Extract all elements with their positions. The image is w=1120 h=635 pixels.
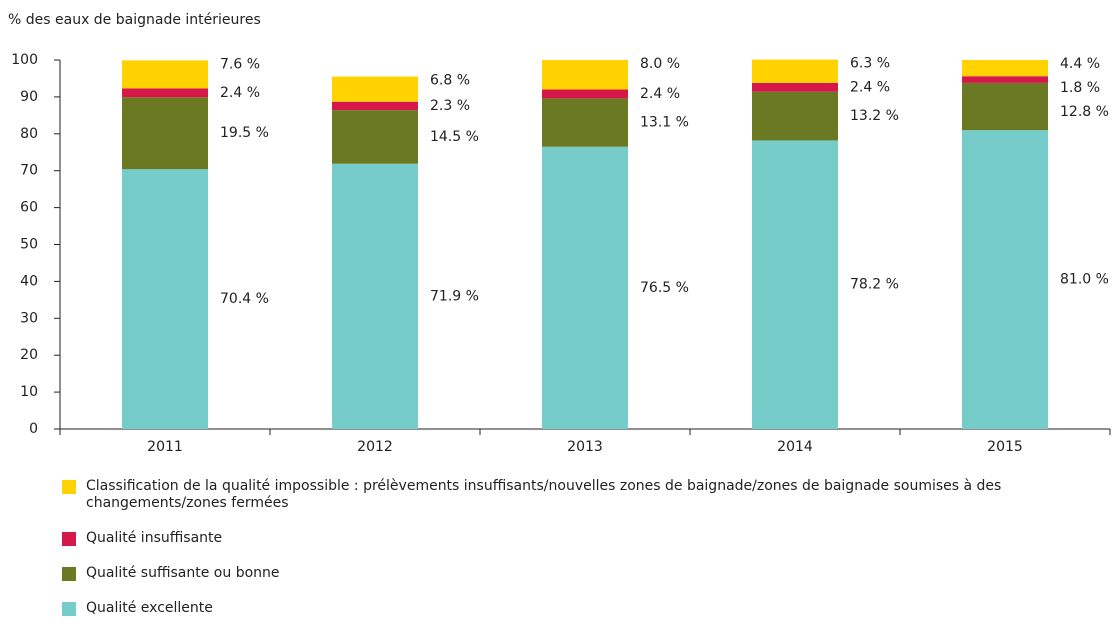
value-label: 2.4 % — [220, 85, 260, 101]
bar-segment — [962, 130, 1048, 430]
bar-segment — [542, 146, 628, 429]
bar-segment — [332, 76, 418, 102]
y-tick-label: 90 — [20, 89, 38, 105]
y-tick-label: 80 — [20, 126, 38, 142]
y-tick-label: 60 — [20, 200, 38, 216]
bar-segment — [752, 82, 838, 92]
y-tick-label: 70 — [20, 163, 38, 179]
value-label: 2.4 % — [640, 86, 680, 102]
legend-swatch — [62, 602, 76, 616]
chart: % des eaux de baignade intérieures 0 10 20… — [8, 12, 1111, 455]
value-label: 4.4 % — [1060, 56, 1100, 72]
legend-swatch — [62, 480, 76, 494]
value-label: 71.9 % — [430, 288, 479, 304]
value-label: 6.8 % — [430, 73, 470, 89]
bar-segment — [542, 98, 628, 147]
y-tick-label: 100 — [11, 52, 38, 68]
value-label: 19.5 % — [220, 125, 269, 141]
legend-swatch — [62, 567, 76, 581]
x-tick-label: 2013 — [567, 439, 603, 455]
legend-label: Classification de la qualité impossible … — [86, 478, 1002, 511]
bar-segment — [962, 82, 1048, 131]
value-label: 13.1 % — [640, 115, 689, 131]
legend-label: Qualité excellente — [86, 600, 213, 616]
bar-segment — [962, 76, 1048, 83]
bar-segment — [122, 169, 208, 429]
bar-segment — [752, 59, 838, 83]
legend-item: Qualité insuffisante — [62, 530, 1102, 547]
bar-segment — [752, 91, 838, 141]
value-label: 13.2 % — [850, 108, 899, 124]
x-tick-label: 2015 — [987, 439, 1023, 455]
value-label: 8.0 % — [640, 56, 680, 72]
legend-item: Classification de la qualité impossible … — [62, 478, 1102, 512]
value-label: 70.4 % — [220, 291, 269, 307]
x-tick-label: 2011 — [147, 439, 183, 455]
bar-segment — [962, 60, 1048, 77]
legend-item: Qualité suffisante ou bonne — [62, 565, 1102, 582]
bar-segment — [542, 60, 628, 90]
value-label: 7.6 % — [220, 56, 260, 72]
y-tick-label: 40 — [20, 273, 38, 289]
value-label: 2.3 % — [430, 98, 470, 114]
x-tick-label: 2014 — [777, 439, 813, 455]
y-tick-label: 30 — [20, 310, 38, 326]
value-label: 6.3 % — [850, 56, 890, 72]
bar-segment — [332, 101, 418, 111]
bar-segment — [332, 110, 418, 164]
page: {"chart_data": {"type": "stacked_bar", "… — [8, 12, 1111, 616]
legend: Classification de la qualité impossible … — [62, 478, 1102, 635]
value-label: 14.5 % — [430, 129, 479, 145]
y-tick-label: 0 — [29, 421, 38, 437]
value-label: 81.0 % — [1060, 272, 1109, 288]
x-tick-label: 2012 — [357, 439, 393, 455]
legend-item: Qualité excellente — [62, 600, 1102, 617]
value-label: 78.2 % — [850, 277, 899, 293]
value-label: 2.4 % — [850, 80, 890, 96]
y-tick-label: 50 — [20, 237, 38, 253]
bar-segment — [752, 140, 838, 429]
bar-segment — [122, 60, 208, 89]
bar-segment — [122, 88, 208, 98]
y-axis-label: % des eaux de baignade intérieures — [8, 12, 261, 28]
y-tick-label: 20 — [20, 347, 38, 363]
legend-label: Qualité insuffisante — [86, 530, 223, 546]
value-label: 76.5 % — [640, 280, 689, 296]
value-label: 12.8 % — [1060, 104, 1109, 120]
y-tick-label: 10 — [20, 384, 38, 400]
bar-segment — [122, 97, 208, 170]
bar-segment — [332, 163, 418, 429]
value-label: 1.8 % — [1060, 80, 1100, 96]
legend-label: Qualité suffisante ou bonne — [86, 565, 280, 581]
bar-segment — [542, 89, 628, 99]
legend-swatch — [62, 532, 76, 546]
